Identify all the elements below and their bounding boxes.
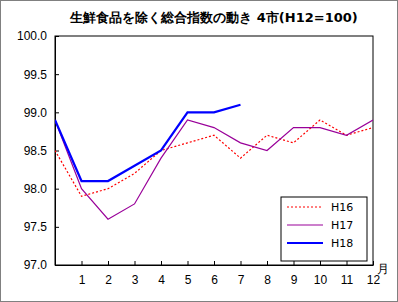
x-tick-mark <box>161 261 162 265</box>
y-tick-mark <box>55 189 59 190</box>
y-tick: 100.0 <box>17 29 59 43</box>
x-axis-title: 月 <box>377 262 389 276</box>
legend-label: H16 <box>331 201 353 214</box>
x-tick-label: 11 <box>341 273 354 287</box>
y-tick: 97.5 <box>24 220 59 234</box>
series-line <box>55 105 241 181</box>
y-tick-label: 97.5 <box>24 220 48 234</box>
legend-label: H18 <box>331 237 353 250</box>
background <box>1 1 398 302</box>
x-tick-mark <box>347 261 348 265</box>
x-tick-mark <box>267 261 268 265</box>
legend-swatch <box>287 242 323 244</box>
y-tick: 98.5 <box>24 144 59 158</box>
x-tick-label: 3 <box>132 273 139 287</box>
x-tick-label: 4 <box>158 273 165 287</box>
y-axis: 97.0 97.5 98.0 98.5 99.0 99.5 100.0 <box>17 29 59 272</box>
y-tick: 97.0 <box>24 258 59 272</box>
x-tick-label: 2 <box>105 273 112 287</box>
series-line <box>55 120 373 196</box>
y-tick-label: 98.5 <box>24 144 48 158</box>
x-tick-label: 8 <box>264 273 271 287</box>
plot-frame <box>55 36 373 265</box>
y-tick-label: 99.0 <box>24 106 48 120</box>
legend-swatch <box>287 224 323 225</box>
x-tick-mark <box>241 261 242 265</box>
x-tick-mark <box>82 261 83 265</box>
legend-swatch <box>287 206 323 207</box>
x-tick-mark <box>108 261 109 265</box>
x-tick-mark <box>294 261 295 265</box>
y-tick-label: 100.0 <box>17 29 47 43</box>
y-tick: 98.0 <box>24 182 59 196</box>
x-tick-label: 5 <box>185 273 192 287</box>
y-tick-label: 97.0 <box>24 258 48 272</box>
y-tick: 99.5 <box>24 68 59 82</box>
y-tick-label: 98.0 <box>24 182 48 196</box>
y-tick-mark <box>55 112 59 113</box>
x-tick-label: 1 <box>79 273 86 287</box>
x-tick-label: 10 <box>314 273 328 287</box>
x-tick-label: 7 <box>238 273 245 287</box>
y-tick-mark <box>55 74 59 75</box>
legend-box <box>281 197 367 261</box>
legend: H16 H17 H18 <box>281 197 367 261</box>
chart: 生鮮食品を除く総合指数の動き 4市(H12=100)97.097.598.098… <box>0 0 398 302</box>
y-tick-label: 99.5 <box>24 68 48 82</box>
y-tick-mark <box>55 227 59 228</box>
x-tick-label: 9 <box>291 273 298 287</box>
y-tick: 99.0 <box>24 106 59 120</box>
legend-label: H17 <box>331 219 353 232</box>
x-tick-mark <box>135 261 136 265</box>
plot-area <box>55 36 373 265</box>
x-tick-mark <box>188 261 189 265</box>
x-tick-mark <box>214 261 215 265</box>
title: 生鮮食品を除く総合指数の動き 4市(H12=100) <box>69 10 357 25</box>
x-tick-label: 6 <box>211 273 218 287</box>
x-tick-mark <box>320 261 321 265</box>
